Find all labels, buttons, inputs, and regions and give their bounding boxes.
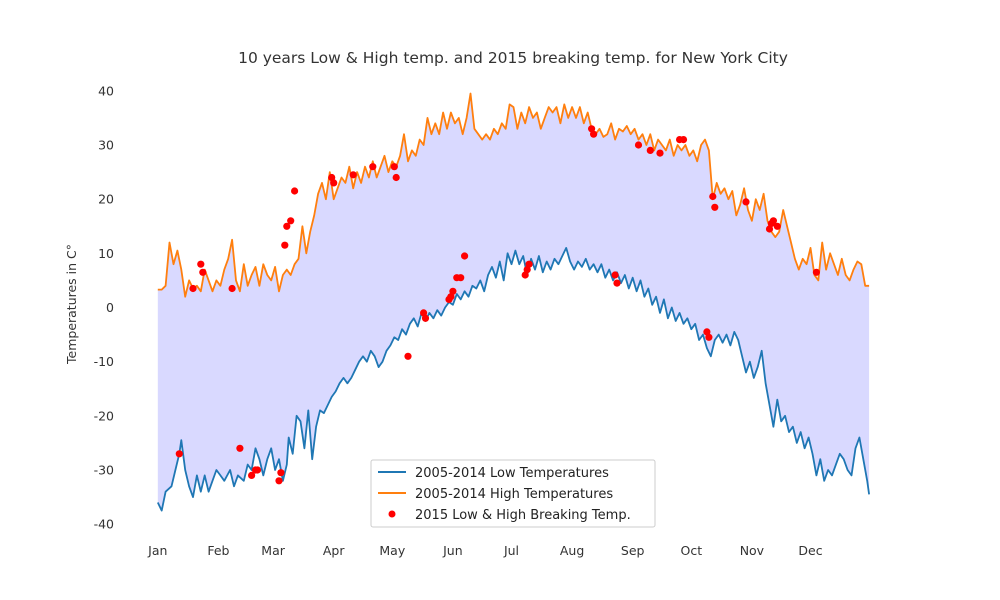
breaking-temp-point <box>275 477 283 485</box>
breaking-temp-point <box>646 146 654 154</box>
breaking-temp-point <box>634 141 643 149</box>
x-tick-label: Mar <box>261 543 285 558</box>
x-tick-label: Jan <box>147 543 167 558</box>
breaking-temp-point <box>461 252 469 260</box>
x-tick-label: Apr <box>323 543 345 558</box>
low-temperature-line <box>156 246 870 512</box>
breaking-temp-point <box>590 130 598 138</box>
x-tick-label: Dec <box>798 543 822 558</box>
breaking-temp-point <box>613 279 621 287</box>
y-tick-label: 30 <box>98 138 114 153</box>
breaking-temp-point <box>523 266 531 274</box>
breaking-temp-point <box>390 163 398 171</box>
breaking-temp-point <box>349 171 357 179</box>
y-axis-label: Temperatures in C° <box>64 244 79 365</box>
breaking-temp-point <box>521 271 529 279</box>
y-tick-label: -10 <box>94 354 114 369</box>
chart-title: 10 years Low & High temp. and 2015 break… <box>238 49 788 67</box>
x-tick-label: May <box>379 543 405 558</box>
y-tick-label: -40 <box>94 517 114 532</box>
y-tick-label: 40 <box>98 83 114 98</box>
y-tick-label: -30 <box>94 463 114 478</box>
breaking-temp-point <box>656 149 664 157</box>
y-tick-label: -20 <box>94 408 114 423</box>
breaking-temp-point <box>457 274 465 282</box>
breaking-temp-point <box>291 187 299 195</box>
breaking-temp-point <box>253 466 262 474</box>
breaking-temp-point <box>420 309 428 317</box>
fill-between-area <box>157 93 870 511</box>
legend-high-label: 2005-2014 High Temperatures <box>415 487 613 502</box>
series-lines <box>156 92 870 512</box>
breaking-temp-point <box>611 271 619 279</box>
y-tick-label: 20 <box>98 192 114 207</box>
breaking-temp-point <box>175 450 183 458</box>
breaking-temp-point <box>404 352 412 360</box>
breaking-temp-point <box>369 163 377 171</box>
breaking-temp-point <box>525 260 533 268</box>
breaking-temp-point <box>277 469 285 477</box>
breaking-temp-point <box>330 179 338 187</box>
legend-box <box>370 459 656 528</box>
x-tick-labels: Jan Feb Mar Apr May Jun Jul Aug Sep Oct Nov Dec <box>147 543 823 558</box>
breaking-temp-point <box>588 125 596 133</box>
legend-breaking-swatch <box>388 510 396 518</box>
breaking-temp-point <box>679 136 688 144</box>
breaking-temp-point <box>236 444 244 452</box>
breaking-temp-point <box>228 284 236 293</box>
x-tick-label: Nov <box>740 543 765 558</box>
breaking-temp-point <box>199 268 207 276</box>
high-temperature-line <box>157 92 870 298</box>
legend-breaking-label: 2015 Low & High Breaking Temp. <box>415 508 631 523</box>
x-tick-label: Aug <box>560 543 584 558</box>
breaking-temp-point <box>287 217 295 225</box>
breaking-temp-point <box>765 225 774 233</box>
breaking-temp-point <box>283 222 291 230</box>
breaking-temp-point <box>328 173 336 182</box>
y-tick-label: 0 <box>106 300 114 315</box>
breaking-temp-point <box>705 333 713 341</box>
breaking-temp-point <box>248 471 256 479</box>
breaking-temp-point <box>769 217 778 225</box>
breaking-temp-point <box>447 293 455 301</box>
breaking-temp-point <box>709 192 717 201</box>
x-tick-label: Feb <box>207 543 229 558</box>
legend-low-label: 2005-2014 Low Temperatures <box>415 466 609 481</box>
breaking-temp-point <box>711 203 719 211</box>
breaking-temp-point <box>449 287 457 295</box>
y-tick-label: 10 <box>98 246 114 261</box>
breaking-temp-point <box>421 314 430 322</box>
x-tick-label: Sep <box>621 543 645 558</box>
breaking-temp-point <box>742 198 750 206</box>
breaking-temp-point <box>281 241 289 249</box>
x-tick-label: Oct <box>680 543 702 558</box>
breaking-temp-point <box>189 284 197 293</box>
x-tick-label: Jun <box>442 543 463 558</box>
x-tick-label: Jul <box>503 543 519 558</box>
breaking-temp-point <box>812 268 821 276</box>
fill-between-polygon <box>157 93 870 511</box>
breaking-temp-markers <box>175 125 821 485</box>
breaking-temp-point <box>703 328 711 336</box>
legend: 2005-2014 Low Temperatures 2005-2014 Hig… <box>370 459 656 528</box>
breaking-temp-point <box>392 173 400 182</box>
breaking-temp-point <box>773 222 781 230</box>
breaking-temp-point <box>197 260 205 268</box>
y-tick-labels: -40 -30 -20 -10 0 10 20 30 40 <box>94 83 114 531</box>
